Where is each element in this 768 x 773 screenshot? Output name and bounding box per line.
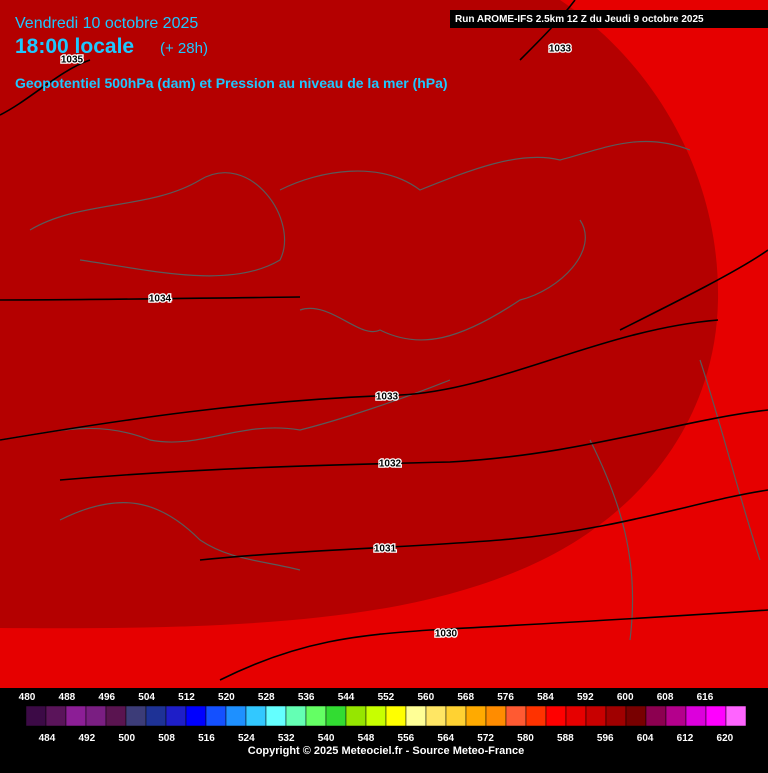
legend-label: 524 [238, 733, 255, 744]
legend-label: 528 [258, 692, 275, 703]
legend-swatch [705, 705, 727, 727]
run-info: Run AROME-IFS 2.5km 12 Z du Jeudi 9 octo… [455, 14, 704, 25]
legend-swatch [305, 705, 327, 727]
legend-label: 480 [19, 692, 36, 703]
legend-swatch [165, 705, 187, 727]
run-banner [450, 10, 768, 28]
legend-swatch [605, 705, 627, 727]
legend-swatch [285, 705, 307, 727]
legend-swatch [65, 705, 87, 727]
lead-time: (+ 28h) [160, 40, 208, 57]
legend-label: 560 [417, 692, 434, 703]
legend-swatch [465, 705, 487, 727]
subtitle: Geopotentiel 500hPa (dam) et Pression au… [15, 75, 448, 91]
legend-swatch [25, 705, 47, 727]
legend-swatch [125, 705, 147, 727]
legend-label: 616 [697, 692, 714, 703]
legend-label: 500 [118, 733, 135, 744]
time: 18:00 locale [15, 35, 134, 58]
date: Vendredi 10 octobre 2025 [15, 15, 198, 32]
legend-swatch [145, 705, 167, 727]
legend-label: 548 [358, 733, 375, 744]
legend-swatch [665, 705, 687, 727]
copyright: Copyright © 2025 Meteociel.fr - Source M… [248, 745, 524, 757]
legend-swatch [265, 705, 287, 727]
legend-swatch [205, 705, 227, 727]
legend-label: 596 [597, 733, 614, 744]
isobar-label: 1031 [374, 544, 397, 555]
legend-label: 520 [218, 692, 235, 703]
legend-label: 612 [677, 733, 694, 744]
legend-label: 568 [457, 692, 474, 703]
isobar-label: 1032 [379, 459, 402, 470]
legend-swatch [425, 705, 447, 727]
coastline-isobars [0, 0, 768, 681]
legend-swatch [245, 705, 267, 727]
legend-label: 536 [298, 692, 315, 703]
legend-label: 556 [398, 733, 415, 744]
legend-swatch [445, 705, 467, 727]
borders [0, 140, 761, 641]
legend-swatch [725, 705, 747, 727]
legend-label: 492 [78, 733, 95, 744]
isobar-label: 1034 [149, 294, 172, 305]
legend-label: 508 [158, 733, 175, 744]
legend-swatch [485, 705, 507, 727]
legend-label: 584 [537, 692, 554, 703]
legend-label: 620 [717, 733, 734, 744]
legend-label: 580 [517, 733, 534, 744]
legend-label: 592 [577, 692, 594, 703]
legend-swatch [625, 705, 647, 727]
legend-label: 544 [338, 692, 355, 703]
legend-label: 516 [198, 733, 215, 744]
legend-label: 576 [497, 692, 514, 703]
legend-label: 604 [637, 733, 654, 744]
legend-swatch [325, 705, 347, 727]
legend-label: 588 [557, 733, 574, 744]
legend-label: 532 [278, 733, 295, 744]
legend-swatch [545, 705, 567, 727]
legend-label: 572 [477, 733, 494, 744]
legend-label: 540 [318, 733, 335, 744]
legend-swatch [345, 705, 367, 727]
legend-label: 488 [59, 692, 76, 703]
isobar-label: 1033 [549, 44, 572, 55]
legend-swatch [225, 705, 247, 727]
legend-swatch [365, 705, 387, 727]
legend-label: 600 [617, 692, 634, 703]
legend-swatch [385, 705, 407, 727]
isobar-label: 1030 [435, 629, 458, 640]
legend-label: 552 [378, 692, 395, 703]
legend-swatch [45, 705, 67, 727]
legend-swatch [525, 705, 547, 727]
legend-bar [0, 688, 768, 768]
isobar-label: 1033 [376, 392, 399, 403]
legend-swatch [685, 705, 707, 727]
legend-label: 512 [178, 692, 195, 703]
legend-label: 564 [437, 733, 454, 744]
legend-swatch [585, 705, 607, 727]
legend-swatch [645, 705, 667, 727]
legend-swatch [185, 705, 207, 727]
isobar-label: 1035 [61, 55, 84, 66]
legend-swatch [505, 705, 527, 727]
legend-swatch [565, 705, 587, 727]
legend-swatch [405, 705, 427, 727]
legend-label: 496 [98, 692, 115, 703]
legend-label: 608 [657, 692, 674, 703]
legend-label: 484 [39, 733, 56, 744]
legend-swatch [85, 705, 107, 727]
legend-swatch [105, 705, 127, 727]
legend-label: 504 [138, 692, 155, 703]
